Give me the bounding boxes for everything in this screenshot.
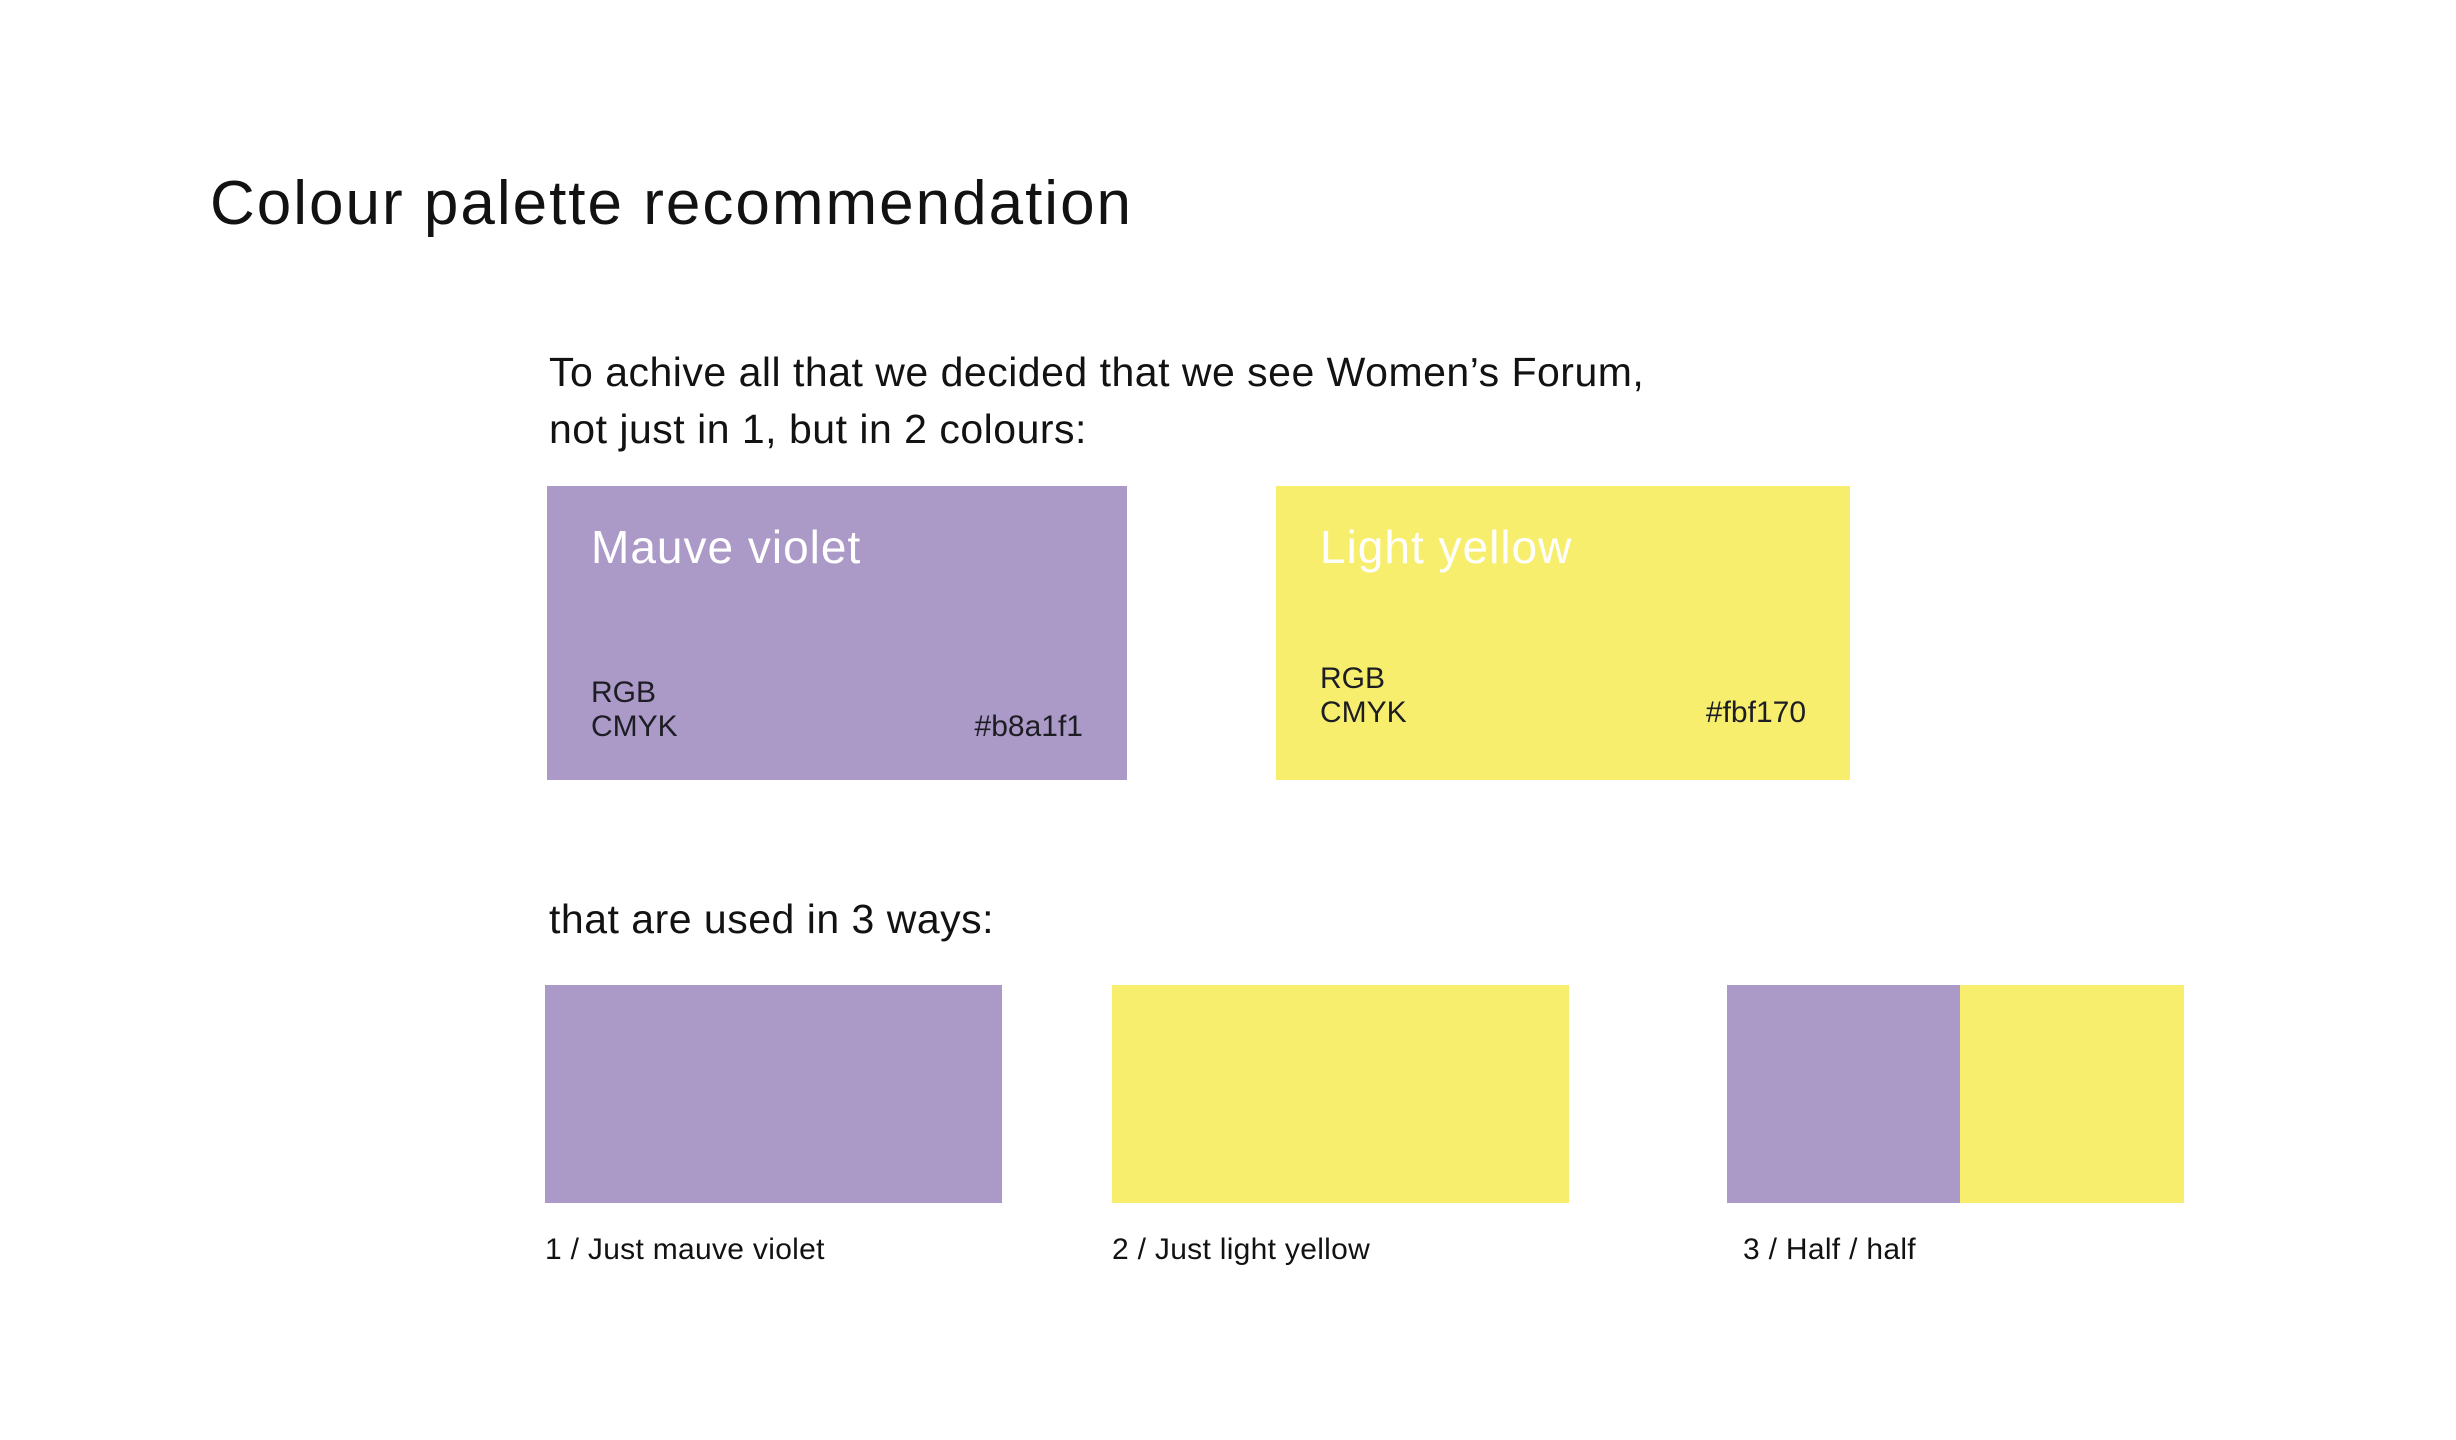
- intro-text: To achive all that we decided that we se…: [549, 344, 1644, 458]
- intro-line-2: not just in 1, but in 2 colours:: [549, 406, 1087, 452]
- usage-swatch-mauve: [545, 985, 1002, 1203]
- swatch-color-codes: RGB CMYK: [1320, 662, 1407, 730]
- usage-label: 2 / Just light yellow: [1112, 1233, 1371, 1266]
- usage-swatch-half-half: [1727, 985, 2184, 1203]
- rgb-label: RGB: [591, 676, 657, 709]
- rgb-label: RGB: [1320, 662, 1386, 695]
- swatch-color-codes: RGB CMYK: [591, 676, 678, 744]
- hex-value: #b8a1f1: [974, 710, 1083, 743]
- page-title: Colour palette recommendation: [210, 169, 1134, 238]
- cmyk-label: CMYK: [1320, 696, 1407, 729]
- usage-label: 3 / Half / half: [1743, 1233, 1916, 1266]
- hex-value: #fbf170: [1705, 696, 1806, 729]
- usage-swatch-half-yellow: [1960, 985, 2184, 1203]
- swatch-card-light-yellow: Light yellow RGB CMYK #fbf170: [1276, 486, 1850, 780]
- usage-swatch-half-purple: [1727, 985, 1960, 1203]
- intro-line-1: To achive all that we decided that we se…: [549, 349, 1645, 395]
- usage-label: 1 / Just mauve violet: [545, 1233, 825, 1266]
- usage-swatch-yellow: [1112, 985, 1569, 1203]
- ways-text: that are used in 3 ways:: [549, 896, 995, 942]
- swatch-card-mauve-violet: Mauve violet RGB CMYK #b8a1f1: [547, 486, 1127, 780]
- cmyk-label: CMYK: [591, 710, 678, 743]
- swatch-name: Light yellow: [1320, 521, 1573, 573]
- swatch-name: Mauve violet: [591, 521, 862, 573]
